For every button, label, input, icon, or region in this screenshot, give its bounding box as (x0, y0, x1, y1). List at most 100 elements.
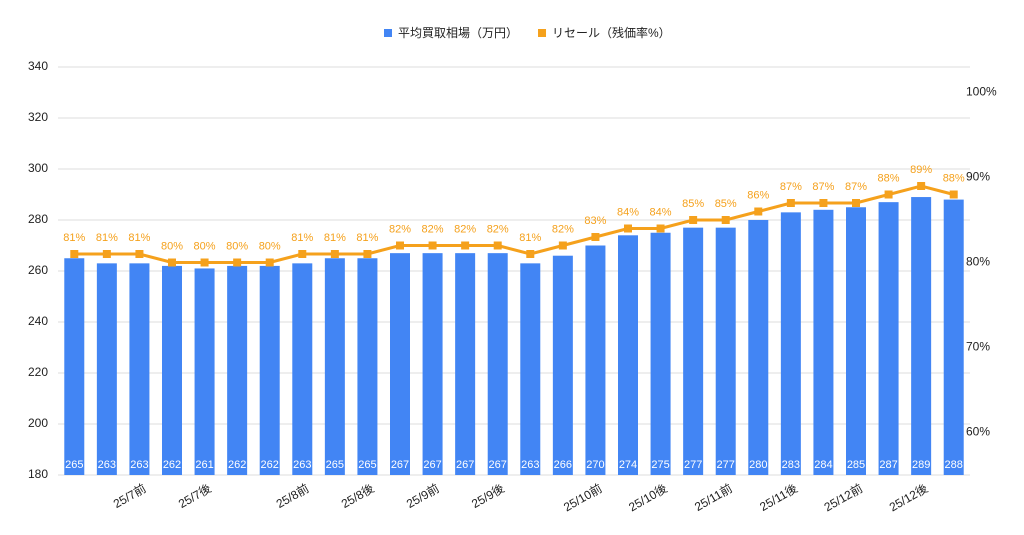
y-tick-label: 280 (28, 212, 48, 226)
line-value-label: 82% (389, 223, 411, 235)
line-value-label: 87% (780, 181, 802, 193)
line-point (949, 190, 958, 199)
bar (259, 265, 280, 475)
line-point (135, 250, 144, 258)
bar-value-label: 263 (130, 459, 148, 471)
line-value-label: 88% (943, 172, 965, 184)
line-point (689, 216, 698, 224)
bar-value-label: 277 (684, 459, 702, 471)
bar (357, 258, 378, 475)
line-point (363, 250, 372, 258)
bar-value-label: 277 (717, 459, 735, 471)
line-point (461, 241, 470, 250)
line-value-label: 80% (161, 240, 183, 252)
y-tick-label: 340 (28, 59, 48, 73)
bar-value-label: 275 (651, 459, 669, 471)
line-point (884, 190, 893, 199)
x-tick-label: 25/9後 (469, 481, 507, 511)
line-value-label: 81% (356, 232, 378, 244)
bar-value-label: 289 (912, 459, 930, 471)
line-point (396, 241, 404, 250)
bar-value-label: 265 (358, 459, 376, 471)
line-point (102, 250, 111, 258)
bar-value-label: 280 (749, 459, 767, 471)
bar-value-label: 288 (945, 459, 963, 471)
line-value-label: 81% (128, 232, 150, 244)
bar (650, 232, 671, 475)
y2-tick-label: 60% (966, 425, 990, 439)
x-tick-label: 25/7前 (110, 480, 148, 511)
bar (585, 245, 606, 475)
bar (878, 202, 899, 475)
x-tick-label: 25/12後 (887, 481, 930, 514)
line-value-label: 80% (259, 240, 281, 252)
bar (96, 263, 117, 475)
x-tick-label: 25/8前 (273, 480, 311, 511)
line-value-label: 88% (878, 172, 900, 184)
x-tick-label: 25/8後 (339, 481, 377, 511)
bar (162, 265, 182, 475)
bar-value-label: 263 (521, 459, 539, 471)
bar-value-label: 285 (847, 459, 865, 471)
bar (227, 265, 248, 475)
line-point (168, 258, 176, 267)
y-tick-label: 300 (28, 161, 48, 175)
x-tick-label: 25/10後 (626, 481, 669, 514)
bar (715, 227, 736, 475)
bar (455, 253, 476, 475)
line-point (624, 224, 632, 233)
line-point (819, 199, 828, 207)
bar-value-label: 266 (554, 459, 572, 471)
bar-value-label: 265 (326, 459, 344, 471)
bar (390, 253, 410, 475)
bar-value-label: 267 (456, 459, 474, 471)
line-point (200, 258, 209, 267)
y-tick-label: 200 (28, 416, 48, 430)
bar (129, 263, 150, 475)
bar-value-label: 265 (65, 459, 83, 471)
bar-value-label: 267 (489, 459, 507, 471)
line (74, 184, 955, 264)
line-point (330, 250, 339, 258)
bar-value-label: 267 (391, 459, 409, 471)
line-value-label: 84% (617, 206, 639, 218)
x-tick-label: 25/11前 (692, 480, 735, 514)
y-tick-label: 240 (28, 314, 48, 328)
bar (780, 212, 801, 475)
line-value-label: 82% (454, 223, 476, 235)
bar-value-label: 262 (163, 459, 181, 471)
line-value-label: 87% (845, 181, 867, 193)
legend-swatch (384, 29, 392, 37)
line-point (591, 233, 600, 241)
line-point (265, 258, 274, 267)
bar (683, 227, 704, 475)
line-point (721, 216, 730, 224)
y-tick-label: 180 (28, 467, 48, 481)
line-value-label: 82% (552, 223, 574, 235)
line-point (493, 241, 502, 250)
line-point (754, 207, 763, 216)
line-value-label: 80% (226, 240, 248, 252)
bar (813, 209, 834, 476)
line-value-label: 82% (422, 223, 444, 235)
line-value-label: 85% (715, 198, 737, 210)
line-value-label: 85% (682, 198, 704, 210)
x-tick-label: 25/12前 (821, 480, 865, 514)
line-value-label: 81% (324, 232, 346, 244)
legend-label: リセール（残価率%） (552, 25, 671, 40)
bar-value-label: 263 (293, 459, 311, 471)
bar (520, 263, 541, 475)
line-point (917, 182, 926, 190)
bar-value-label: 283 (782, 459, 800, 471)
bar (943, 199, 964, 475)
bar (911, 197, 932, 476)
bar-value-label: 274 (619, 459, 637, 471)
line-value-label: 81% (291, 232, 313, 244)
bar (748, 220, 769, 475)
bar (422, 253, 443, 475)
y-tick-label: 320 (28, 110, 48, 124)
bar-value-label: 287 (879, 459, 897, 471)
line-point (526, 250, 535, 258)
